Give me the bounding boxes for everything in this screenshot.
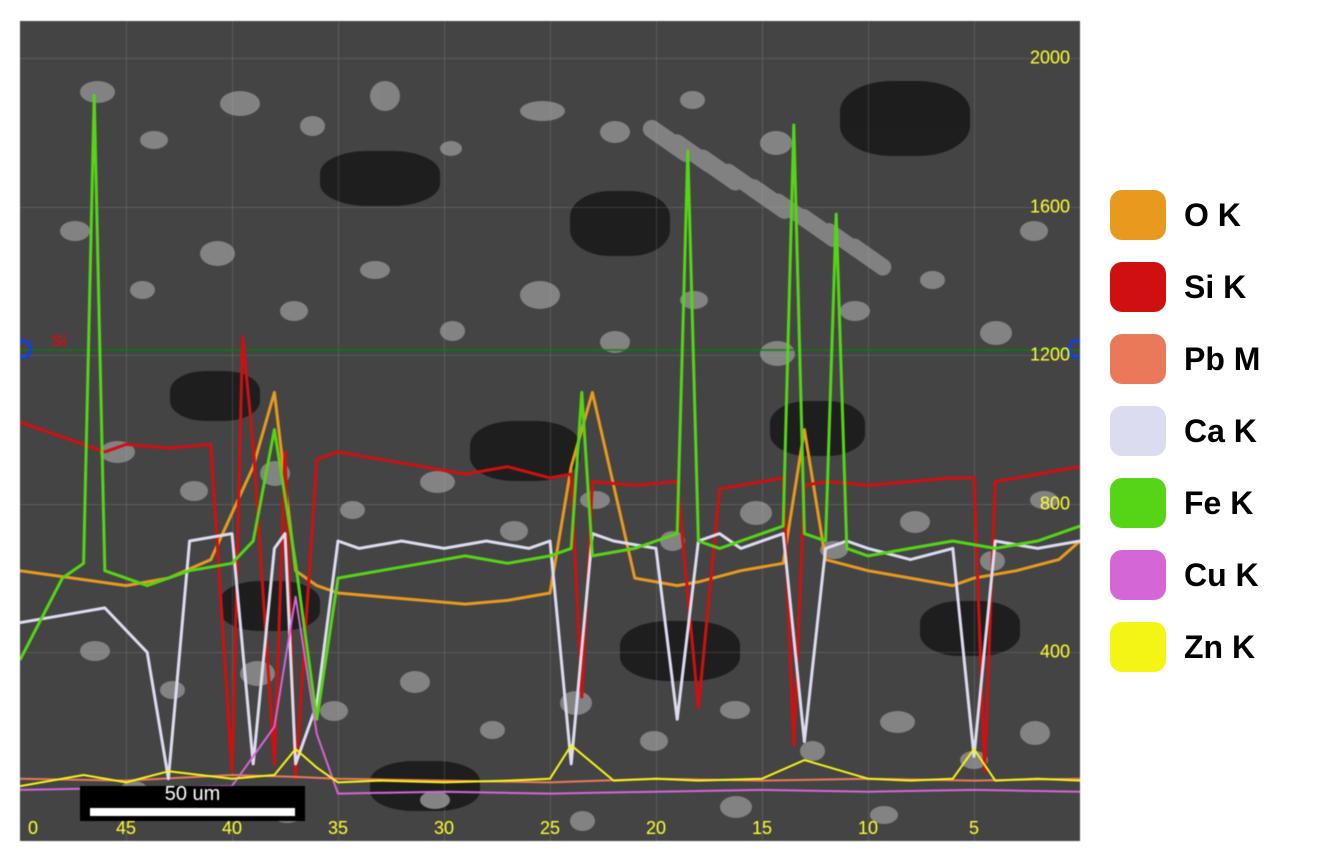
legend-swatch-icon: [1110, 334, 1166, 384]
legend-label: Zn K: [1184, 629, 1255, 666]
legend-label: Cu K: [1184, 557, 1259, 594]
scalebar-line: [90, 808, 295, 816]
legend-item-cu-k: Cu K: [1110, 550, 1260, 600]
y-tick-label: 1200: [1030, 345, 1070, 366]
scalebar-text: 50 um: [90, 783, 295, 806]
legend-label: Ca K: [1184, 413, 1257, 450]
legend-item-fe-k: Fe K: [1110, 478, 1260, 528]
y-tick-label: 1600: [1030, 196, 1070, 217]
legend-item-o-k: O K: [1110, 190, 1260, 240]
y-tick-label: 400: [1040, 642, 1070, 663]
eds-linescan-chart: 45 40 35 30 25 20 15 10 5 0 400 800 1200 1600 2000 Si…: [20, 21, 1080, 841]
x-tick-label: 0: [28, 818, 38, 839]
legend-label: Si K: [1184, 269, 1246, 306]
x-tick-label: 20: [646, 818, 666, 839]
series-zn-k: [20, 745, 1080, 786]
series-ca-k: [20, 534, 1080, 779]
series-o-k: [20, 392, 1080, 604]
series-label-si: Si: [52, 333, 67, 351]
legend-label: Fe K: [1184, 485, 1253, 522]
legend-item-ca-k: Ca K: [1110, 406, 1260, 456]
legend-swatch-icon: [1110, 478, 1166, 528]
x-tick-label: 30: [434, 818, 454, 839]
legend-label: Pb M: [1184, 341, 1260, 378]
x-tick-label: 5: [969, 818, 979, 839]
legend-swatch-icon: [1110, 262, 1166, 312]
main-container: 45 40 35 30 25 20 15 10 5 0 400 800 1200 1600 2000 Si…: [0, 0, 1338, 862]
x-tick-label: 10: [858, 818, 878, 839]
y-tick-label: 2000: [1030, 48, 1070, 69]
legend-item-pb-m: Pb M: [1110, 334, 1260, 384]
legend-label: O K: [1184, 197, 1241, 234]
x-tick-label: 35: [328, 818, 348, 839]
x-tick-label: 25: [540, 818, 560, 839]
legend: O K Si K Pb M Ca K Fe K Cu K Zn K: [1100, 170, 1270, 692]
series-cu-k: [20, 597, 1080, 794]
y-tick-label: 800: [1040, 493, 1070, 514]
legend-swatch-icon: [1110, 622, 1166, 672]
legend-swatch-icon: [1110, 190, 1166, 240]
legend-item-si-k: Si K: [1110, 262, 1260, 312]
legend-item-zn-k: Zn K: [1110, 622, 1260, 672]
legend-swatch-icon: [1110, 550, 1166, 600]
x-tick-label: 45: [116, 818, 136, 839]
x-tick-label: 40: [222, 818, 242, 839]
spectral-lines-svg: [20, 21, 1080, 841]
legend-swatch-icon: [1110, 406, 1166, 456]
series-fe-k: [20, 95, 1080, 719]
x-tick-label: 15: [752, 818, 772, 839]
